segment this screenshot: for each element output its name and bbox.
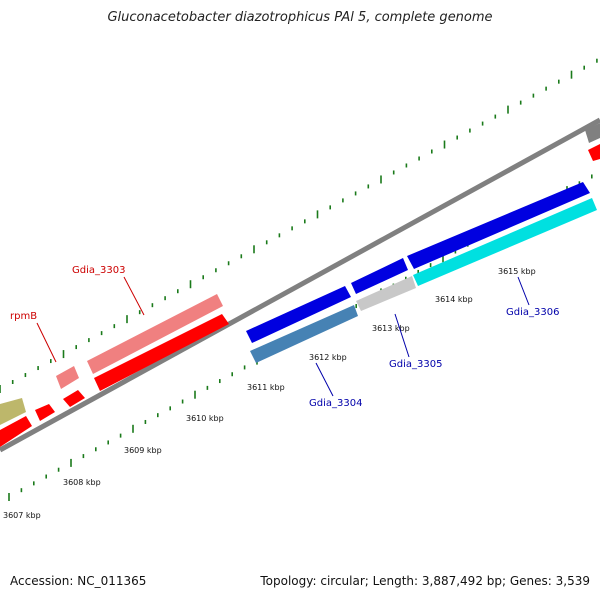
- tick-label: 3608 kbp: [63, 478, 101, 487]
- tick-label: 3607 kbp: [3, 511, 41, 520]
- gene-gdia-3305[interactable]: [356, 276, 416, 311]
- gene-label-gdia-3306[interactable]: Gdia_3306: [506, 307, 559, 318]
- gene-label-gdia-3304[interactable]: Gdia_3304: [309, 398, 362, 409]
- label-leader-rpmb: [36, 322, 57, 363]
- gene-label-gdia-3305[interactable]: Gdia_3305: [389, 359, 442, 370]
- label-leader-gdia-3306: [517, 276, 530, 306]
- cds-red-2[interactable]: [35, 404, 55, 421]
- genome-summary-text: Topology: circular; Length: 3,887,492 bp…: [260, 574, 590, 588]
- gene-label-gdia-3303[interactable]: Gdia_3303: [72, 265, 125, 276]
- tick-label: 3614 kbp: [435, 295, 473, 304]
- outer-tick-row: [0, 58, 598, 393]
- gene-rpmb-light[interactable]: [56, 366, 79, 389]
- gene-grey-partial[interactable]: [585, 123, 600, 143]
- gene-olive-partial[interactable]: [0, 398, 26, 425]
- gene-gdia-3304[interactable]: [250, 305, 358, 363]
- label-leader-gdia-3303: [123, 276, 145, 316]
- map-title: Gluconacetobacter diazotrophicus PAl 5, …: [107, 10, 493, 25]
- tick-label: 3615 kbp: [498, 267, 536, 276]
- cds-red-partial-right[interactable]: [588, 144, 600, 161]
- tick-label: 3611 kbp: [247, 383, 285, 392]
- label-leader-gdia-3305: [394, 313, 410, 358]
- gene-blue-3[interactable]: [407, 182, 590, 269]
- tick-label: 3609 kbp: [124, 446, 162, 455]
- gene-blue-1[interactable]: [246, 286, 351, 343]
- gene-blue-2[interactable]: [351, 258, 408, 294]
- cds-red-3[interactable]: [63, 390, 85, 407]
- tick-label: 3610 kbp: [186, 414, 224, 423]
- label-leader-gdia-3304: [315, 362, 334, 397]
- accession-text: Accession: NC_011365: [10, 574, 147, 588]
- gene-gdia-3306[interactable]: [413, 198, 597, 286]
- gene-label-rpmb[interactable]: rpmB: [10, 311, 37, 322]
- genome-backbone: [0, 117, 600, 453]
- tick-label: 3613 kbp: [372, 324, 410, 333]
- cds-red-1[interactable]: [0, 416, 32, 447]
- cds-red-4[interactable]: [94, 314, 229, 391]
- gene-gdia-3303[interactable]: [87, 294, 223, 374]
- tick-label: 3612 kbp: [309, 353, 347, 362]
